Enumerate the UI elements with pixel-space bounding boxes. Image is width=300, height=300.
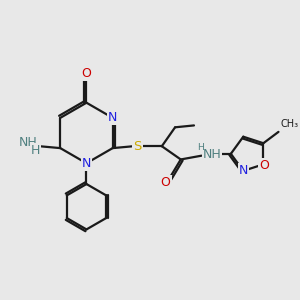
Text: NH: NH	[202, 148, 221, 161]
Text: O: O	[260, 159, 269, 172]
Text: O: O	[161, 176, 171, 189]
Text: CH₃: CH₃	[280, 119, 298, 129]
Text: N: N	[238, 164, 248, 177]
Text: H: H	[31, 143, 40, 157]
Text: H: H	[197, 143, 204, 152]
Text: N: N	[82, 157, 91, 170]
Text: O: O	[82, 67, 92, 80]
Text: N: N	[108, 111, 117, 124]
Text: S: S	[133, 140, 141, 153]
Text: NH: NH	[19, 136, 38, 149]
